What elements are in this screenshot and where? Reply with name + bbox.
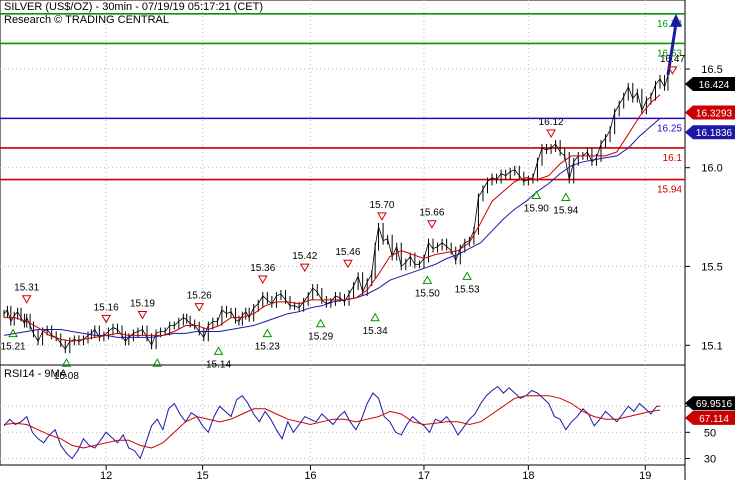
swing-high-marker — [377, 212, 387, 221]
swing-low-label: 15.29 — [308, 332, 333, 343]
swing-high-marker — [257, 275, 268, 284]
swing-low-label: 15.08 — [54, 371, 79, 382]
swing-low-label: 15.23 — [255, 342, 280, 353]
swing-low-marker — [152, 358, 163, 367]
swing-high-label: 15.66 — [419, 208, 444, 219]
swing-low-marker — [422, 275, 433, 284]
x-tick-label: 12 — [100, 470, 112, 480]
swing-low-marker — [531, 190, 542, 199]
value-badge — [685, 77, 735, 92]
y-tick-label: 16.5 — [701, 64, 722, 76]
value-badge — [685, 125, 735, 140]
swing-high-label: 15.31 — [14, 283, 39, 294]
slow-moving-average — [3, 118, 661, 338]
value-badge-label: 69.9516 — [696, 399, 733, 410]
swing-high-marker — [546, 129, 556, 138]
rsi-line — [3, 385, 660, 460]
rsi-y-tick-label: 50 — [704, 427, 716, 439]
swing-low-marker — [8, 328, 18, 338]
level-label: 16.63 — [657, 48, 682, 59]
y-tick-label: 16.0 — [701, 163, 722, 175]
y-tick-label: 15.5 — [701, 261, 722, 273]
value-badge-label: 16.3293 — [696, 108, 733, 119]
swing-high-label: 15.16 — [94, 302, 119, 313]
swing-high-label: 16.47 — [660, 54, 685, 65]
swing-low-label: 15.34 — [363, 326, 388, 337]
x-tick-label: 17 — [418, 470, 430, 480]
research-credit: Research © TRADING CENTRAL — [4, 14, 169, 26]
rsi-y-tick-label: 30 — [704, 453, 716, 465]
swing-high-marker — [194, 303, 205, 312]
rsi-title: RSI14 - 9MA — [4, 368, 67, 380]
swing-low-label: 15.50 — [415, 288, 440, 299]
level-label: 16.1 — [663, 153, 683, 164]
swing-low-marker — [560, 192, 571, 201]
swing-high-marker — [427, 220, 437, 229]
forecast-arrow-head — [669, 13, 682, 27]
swing-high-marker — [299, 263, 310, 273]
rsi-panel-frame — [0, 364, 686, 466]
swing-high-marker — [667, 66, 678, 75]
swing-high-marker — [137, 310, 148, 320]
x-tick-label: 19 — [639, 470, 651, 480]
swing-low-label: 15.94 — [553, 205, 578, 216]
swing-high-label: 15.36 — [250, 263, 275, 274]
swing-low-marker — [262, 328, 273, 338]
value-badge-label: 16.424 — [699, 80, 730, 91]
swing-high-label: 15.46 — [335, 247, 360, 258]
value-badge-label: 67.114 — [699, 414, 729, 425]
swing-high-label: 15.70 — [369, 200, 394, 211]
level-label: 16.25 — [657, 123, 682, 134]
x-tick-label: 15 — [197, 470, 209, 480]
swing-high-label: 15.42 — [292, 251, 317, 262]
level-label: 15.94 — [657, 185, 682, 196]
value-badge — [685, 410, 735, 425]
swing-high-label: 15.26 — [187, 291, 212, 302]
swing-low-marker — [213, 346, 224, 355]
swing-high-label: 16.12 — [539, 117, 564, 128]
swing-low-marker — [61, 358, 72, 367]
chart-title: SILVER (US$/OZ) - 30min - 07/19/19 05:17… — [4, 1, 264, 13]
swing-high-marker — [343, 259, 353, 269]
swing-low-label: 15.21 — [1, 342, 26, 353]
swing-low-marker — [462, 271, 472, 280]
swing-high-marker — [21, 295, 32, 304]
swing-low-marker — [370, 312, 381, 322]
value-badge — [685, 396, 735, 411]
swing-high-label: 15.19 — [130, 298, 155, 309]
y-tick-label: 15.1 — [701, 340, 722, 352]
swing-low-label: 15.53 — [455, 284, 480, 295]
swing-high-marker — [101, 314, 112, 324]
swing-low-label: 15.90 — [524, 203, 549, 214]
value-badge — [685, 105, 735, 120]
rsi-ma-line — [3, 395, 661, 449]
fast-moving-average — [4, 94, 661, 342]
swing-low-marker — [315, 318, 326, 328]
level-label: 16.78 — [657, 19, 682, 30]
x-tick-label: 16 — [304, 470, 316, 480]
x-tick-label: 18 — [522, 470, 534, 480]
value-badge-label: 16.1836 — [696, 128, 733, 139]
swing-low-label: 15.14 — [206, 359, 231, 370]
